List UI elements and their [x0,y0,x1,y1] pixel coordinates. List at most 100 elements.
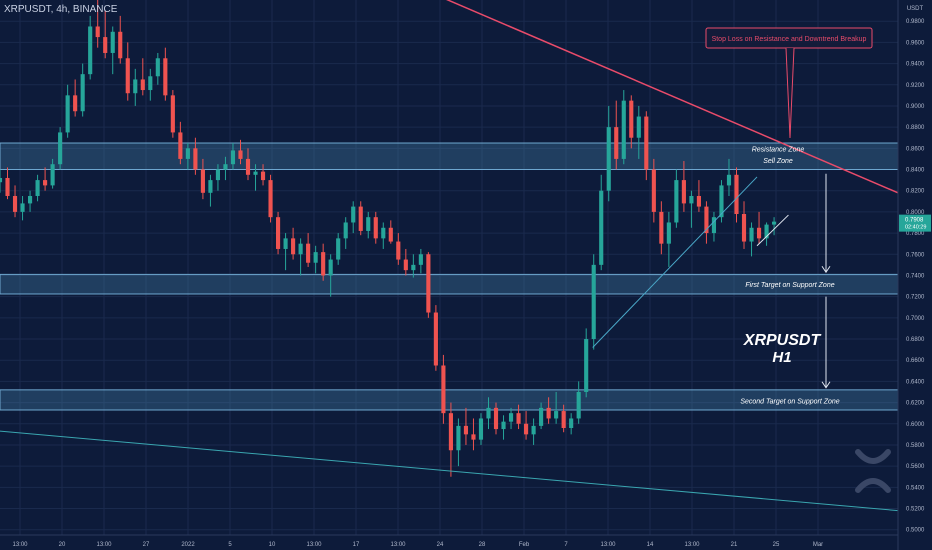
candle-body [749,227,754,242]
candle-body [471,434,476,440]
y-tick-label: 0.9800 [906,19,925,25]
sell-zone-label: Sell Zone [763,158,793,165]
candle-body [704,206,709,234]
candle-body [140,79,145,91]
candle-body [584,339,589,392]
y-tick-label: 0.9400 [906,62,925,68]
y-tick-label: 0.8000 [906,210,925,216]
candle-body [275,217,281,249]
candle-body [58,132,63,165]
candle-body [20,203,25,212]
x-tick-label: Feb [519,542,530,548]
y-tick-label: 0.6600 [906,358,925,364]
candle-body [711,217,717,234]
x-tick-label: 13:00 [306,542,322,548]
first-target-label: First Target on Support Zone [745,282,834,289]
stop-loss-pointer [785,47,795,139]
x-tick-label: 5 [228,542,232,548]
y-tick-label: 0.8800 [906,125,925,131]
candle-body [501,421,506,430]
x-tick-label: 13:00 [96,542,112,548]
candle-body [0,177,3,183]
candle-body [328,259,333,276]
candle-body [50,164,55,186]
candle-body [27,195,33,204]
candle-body [155,58,160,77]
y-tick-label: 0.5000 [906,528,925,534]
candle-body [125,58,130,94]
candle-body [245,158,251,175]
y-tick-label: 0.9000 [906,104,925,110]
x-tick-label: 7 [564,542,568,548]
candle-body [508,413,514,422]
symbol-annotation: XRPUSDT [743,332,822,349]
x-tick-label: 14 [647,542,654,548]
y-tick-label: 0.5600 [906,464,925,470]
candle-body [741,214,747,242]
grid-lines [0,0,898,535]
candle-body [253,171,258,175]
candle-body [366,217,371,231]
candle-body [448,413,453,451]
candle-body [170,95,175,133]
y-tick-label: 0.7800 [906,231,925,237]
candle-body [148,76,153,91]
candle-body [486,407,491,419]
resistance-zone-label: Resistance Zone [752,146,805,153]
candle-body [441,365,446,414]
candle-body [208,180,213,193]
candle-body [118,31,123,59]
arrow-second-target [821,296,831,389]
candle-body [185,148,190,159]
candle-body [756,227,762,239]
candle-body [230,150,236,165]
x-tick-labels: 13:00 20 13:00 27 2022 5 10 13:00 17 13:00 24 28 Feb… [12,542,823,548]
candle-body [336,238,341,260]
y-tick-label: 0.7200 [906,295,925,301]
candle-body [351,206,356,223]
candle-body [599,190,604,265]
stop-loss-text: Stop Loss on Resistance and Downtrend Br… [712,36,867,43]
candle-body [674,180,679,223]
candle-body [524,423,529,435]
x-tick-label: 28 [479,542,486,548]
x-tick-label: 13:00 [390,542,406,548]
candle-body [576,391,581,419]
candle-body [433,312,438,366]
chart-title: XRPUSDT, 4h, BINANCE [4,4,118,15]
candle-body [12,195,18,212]
trendline-rising-support [592,176,758,348]
y-tick-label: 0.6800 [906,337,925,343]
x-tick-label: 2022 [181,542,195,548]
x-tick-label: 20 [59,542,66,548]
candle-body [456,425,461,451]
y-tick-label: 0.9200 [906,83,925,89]
x-tick-label: 24 [437,542,444,548]
candles [0,0,777,477]
x-tick-label: 13:00 [684,542,700,548]
candle-body [200,169,205,193]
candle-body [651,169,656,212]
arrow-head [821,381,831,389]
price-countdown: 02:40:29 [905,225,926,231]
y-tick-labels: 0.9800 0.9600 0.9400 0.9200 0.9000 0.8800 0.86… [906,19,925,534]
candle-body [178,132,183,159]
candle-body [614,127,619,159]
candle-body [88,26,93,75]
candle-body [591,264,596,340]
candle-body [418,254,423,265]
candle-body [283,238,288,249]
candle-body [659,211,664,244]
x-tick-label: 13:00 [12,542,28,548]
candle-body [35,180,40,196]
second-target-label: Second Target on Support Zone [740,399,839,406]
candle-body [426,254,431,313]
candle-body [343,222,348,239]
candle-body [103,37,108,53]
candle-body [696,195,701,207]
x-tick-label: Mar [813,542,823,548]
candle-body [313,252,318,263]
stop-loss-callout: Stop Loss on Resistance and Downtrend Br… [705,27,873,139]
